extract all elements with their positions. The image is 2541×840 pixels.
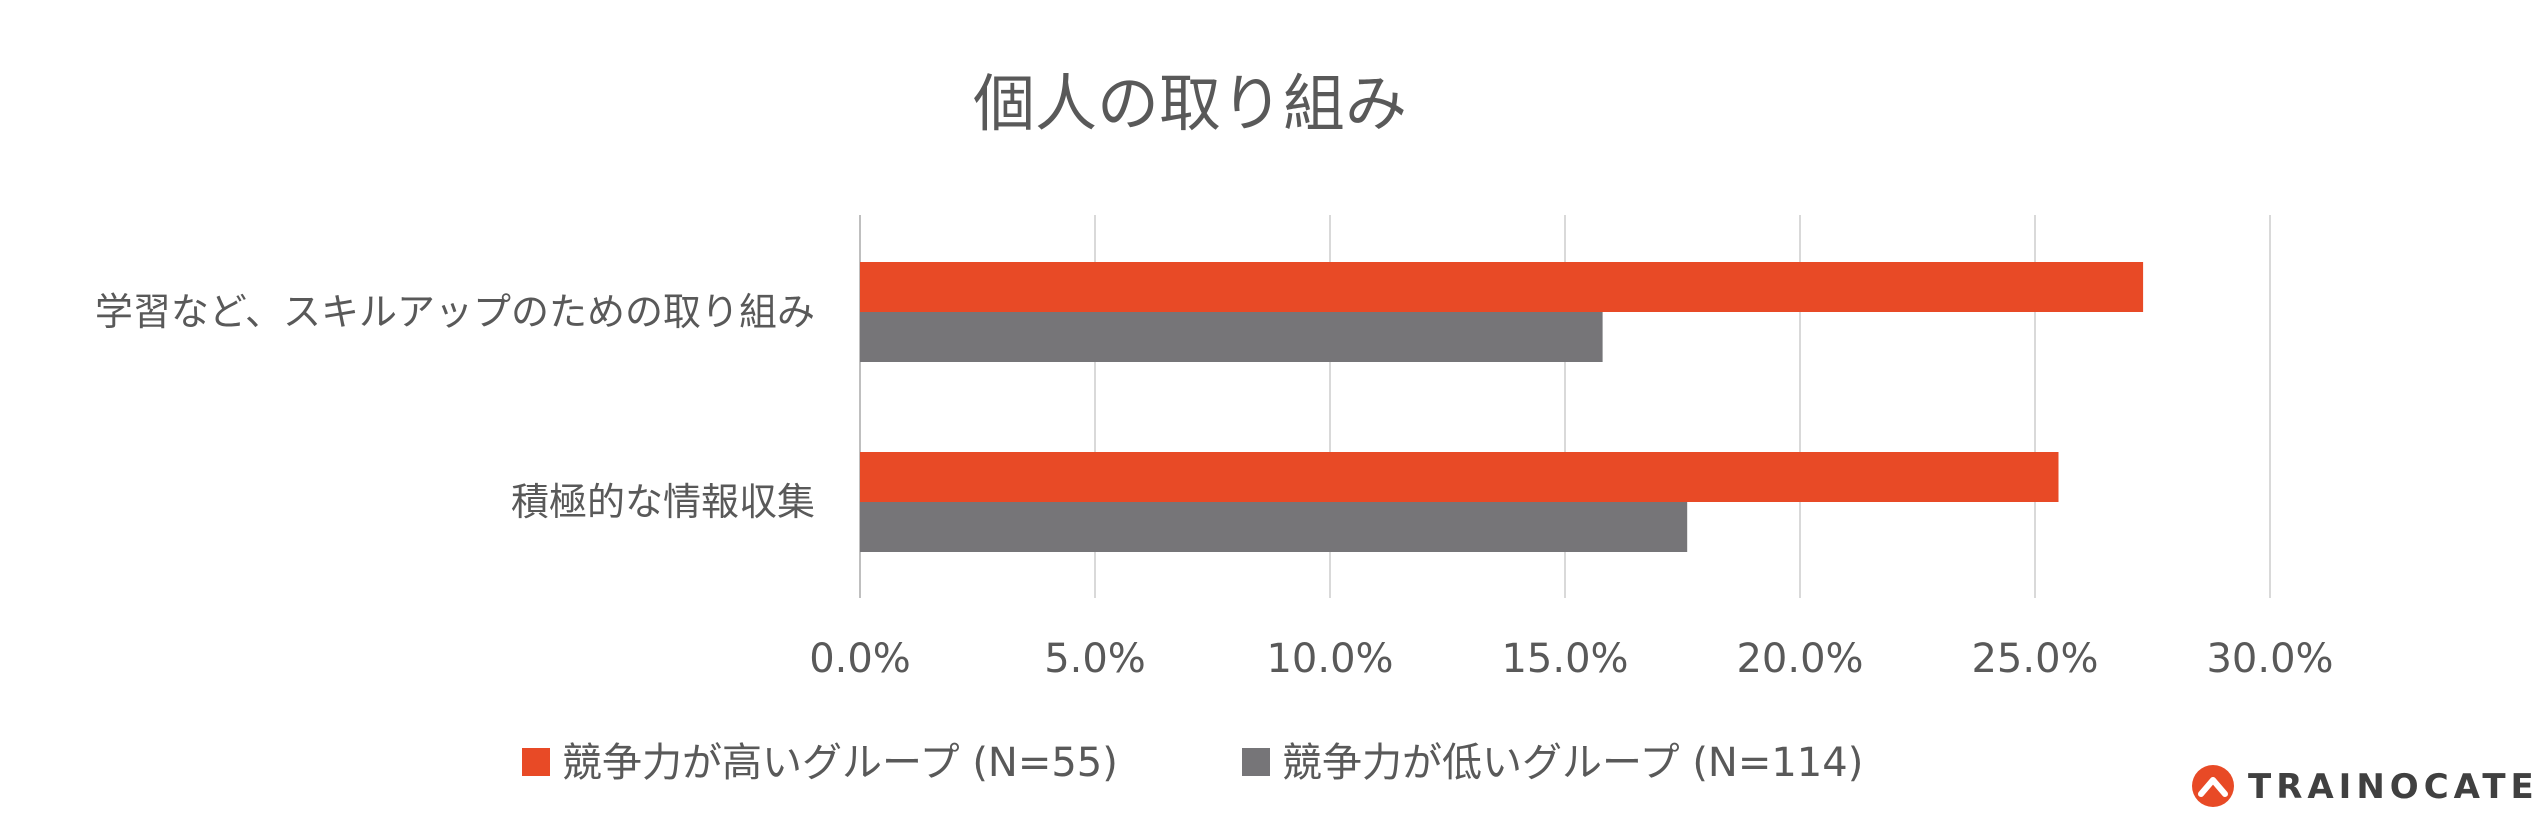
x-tick-label: 10.0%	[1266, 636, 1393, 682]
legend-swatch	[1242, 748, 1270, 776]
bar	[860, 262, 2144, 312]
logo-wordmark: TRAINOCATE	[2248, 767, 2539, 807]
legend-label: 競争力が高いグループ (N=55)	[562, 740, 1118, 786]
labels: 個人の取り組み 0.0% 5.0% 10.0% 15.0% 20.0% 25.0% 30.0…	[95, 67, 2334, 682]
category-label: 学習など、スキルアップのための取り組み	[95, 290, 815, 334]
legend: 競争力が高いグループ (N=55) 競争力が低いグループ (N=114)	[522, 740, 1863, 786]
bar	[860, 452, 2059, 502]
x-tick-label: 5.0%	[1044, 636, 1146, 682]
x-tick-label: 0.0%	[809, 636, 911, 682]
x-tick-label: 15.0%	[1501, 636, 1628, 682]
x-tick-label: 30.0%	[2206, 636, 2333, 682]
company-logo: TRAINOCATE	[2192, 765, 2539, 807]
x-tick-label: 25.0%	[1971, 636, 2098, 682]
chart-title: 個人の取り組み	[973, 67, 1407, 140]
bar	[860, 502, 1688, 552]
trainocate-logo-icon	[2192, 765, 2234, 807]
legend-label: 競争力が低いグループ (N=114)	[1282, 740, 1863, 786]
category-label: 積極的な情報収集	[511, 480, 815, 524]
legend-swatch	[522, 748, 550, 776]
bar	[860, 312, 1603, 362]
x-tick-label: 20.0%	[1736, 636, 1863, 682]
bars	[860, 262, 2144, 552]
